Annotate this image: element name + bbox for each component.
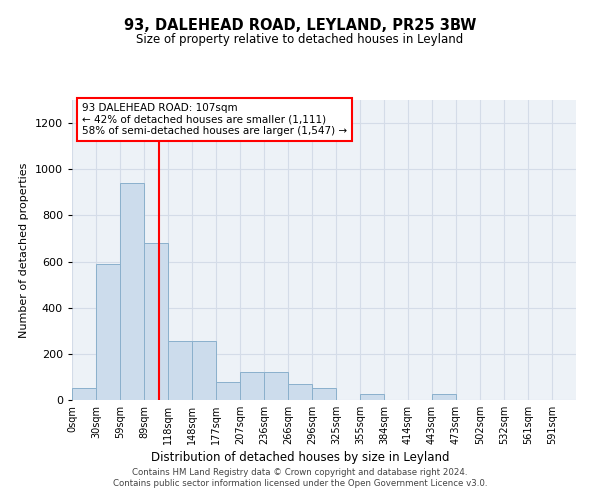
Bar xyxy=(192,341,216,400)
Bar xyxy=(96,264,120,400)
Bar xyxy=(168,341,192,400)
Text: Contains HM Land Registry data © Crown copyright and database right 2024.
Contai: Contains HM Land Registry data © Crown c… xyxy=(113,468,487,487)
Bar xyxy=(312,388,336,400)
Bar xyxy=(72,388,96,400)
Bar xyxy=(120,183,144,400)
Bar xyxy=(216,382,240,400)
Bar xyxy=(360,394,384,400)
Bar xyxy=(288,384,312,400)
Text: Size of property relative to detached houses in Leyland: Size of property relative to detached ho… xyxy=(136,32,464,46)
Bar xyxy=(264,372,288,400)
Bar xyxy=(240,372,264,400)
Bar xyxy=(432,394,456,400)
Y-axis label: Number of detached properties: Number of detached properties xyxy=(19,162,29,338)
Bar xyxy=(144,243,168,400)
Text: 93, DALEHEAD ROAD, LEYLAND, PR25 3BW: 93, DALEHEAD ROAD, LEYLAND, PR25 3BW xyxy=(124,18,476,32)
Text: Distribution of detached houses by size in Leyland: Distribution of detached houses by size … xyxy=(151,451,449,464)
Text: 93 DALEHEAD ROAD: 107sqm
← 42% of detached houses are smaller (1,111)
58% of sem: 93 DALEHEAD ROAD: 107sqm ← 42% of detach… xyxy=(82,103,347,136)
